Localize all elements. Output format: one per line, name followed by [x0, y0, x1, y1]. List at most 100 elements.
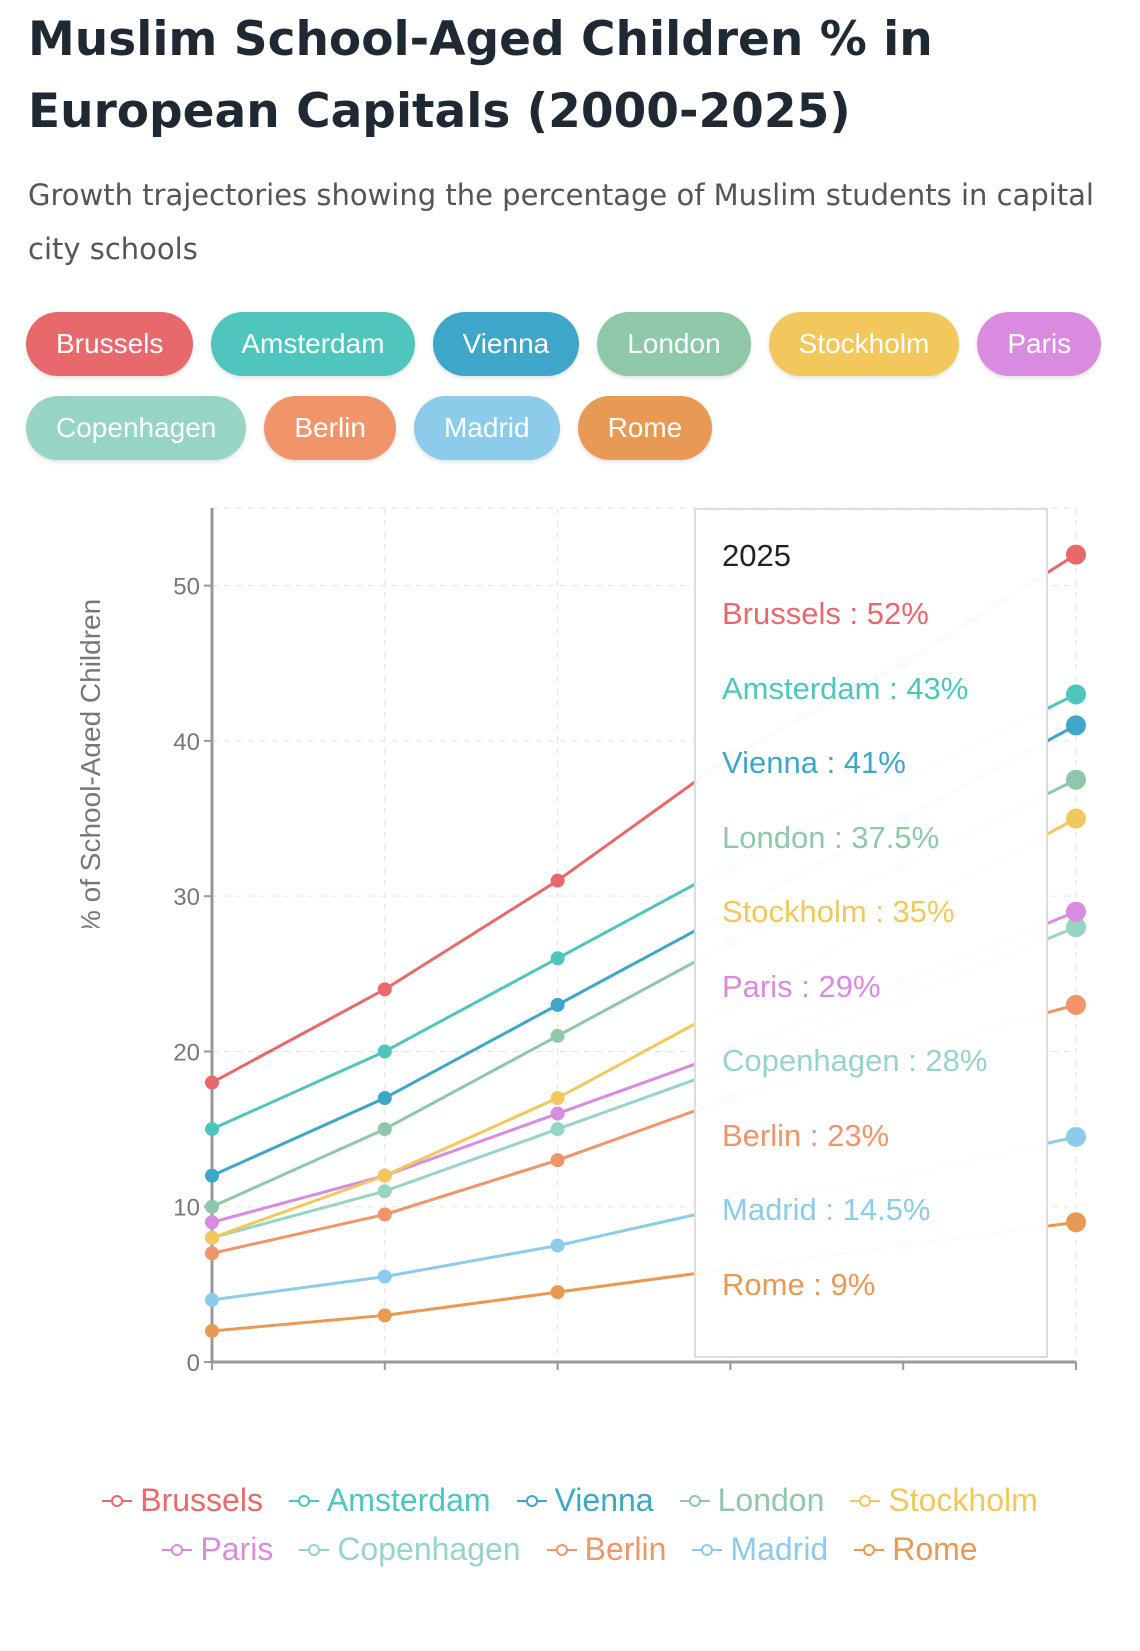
data-point-madrid[interactable]	[205, 1292, 219, 1307]
data-point-london[interactable]	[550, 1028, 565, 1043]
data-point-brussels[interactable]	[550, 873, 565, 888]
legend-label: Berlin	[584, 1531, 667, 1567]
legend-label: Madrid	[730, 1531, 829, 1567]
chip-brussels[interactable]: Brussels	[26, 312, 194, 376]
data-point-madrid[interactable]	[1066, 1126, 1086, 1147]
data-point-copenhagen[interactable]	[1066, 917, 1086, 938]
y-tick-label: 0	[187, 1350, 200, 1377]
legend-item-stockholm[interactable]: Stockholm	[850, 1482, 1038, 1519]
data-point-rome[interactable]	[377, 1308, 392, 1323]
data-point-paris[interactable]	[550, 1106, 565, 1121]
legend-line-icon	[850, 1494, 881, 1507]
legend-label: Amsterdam	[326, 1482, 491, 1518]
data-point-london[interactable]	[205, 1199, 219, 1214]
legend-line-icon	[162, 1543, 193, 1556]
legend-item-paris[interactable]: Paris	[162, 1531, 273, 1568]
y-tick-label: 20	[173, 1039, 200, 1066]
data-point-rome[interactable]	[1066, 1212, 1086, 1233]
data-point-vienna[interactable]	[550, 997, 565, 1012]
tooltip: 2025 Brussels : 52% Amsterdam : 43% Vienna…	[694, 508, 1048, 1358]
y-tick-label: 50	[173, 574, 200, 601]
tooltip-item: London : 37.5%	[722, 819, 940, 855]
tooltip-item: Amsterdam : 43%	[722, 670, 969, 706]
tooltip-item: Madrid : 14.5%	[722, 1192, 931, 1227]
x-tick-label: 2015	[704, 1377, 757, 1380]
legend-line-icon	[679, 1494, 710, 1507]
data-point-brussels[interactable]	[205, 1075, 219, 1090]
legend-label: Vienna	[554, 1482, 654, 1518]
data-point-london[interactable]	[377, 1122, 392, 1137]
legend-label: Copenhagen	[337, 1531, 521, 1567]
chip-rome[interactable]: Rome	[577, 396, 713, 460]
tooltip-item: Vienna : 41%	[722, 745, 906, 780]
legend-line-icon	[299, 1543, 330, 1556]
data-point-paris[interactable]	[1066, 901, 1086, 922]
legend-line-icon	[102, 1494, 133, 1507]
y-tick-label: 10	[173, 1195, 200, 1222]
data-point-amsterdam[interactable]	[377, 1044, 392, 1059]
data-point-berlin[interactable]	[550, 1153, 565, 1168]
data-point-madrid[interactable]	[377, 1269, 392, 1284]
data-point-copenhagen[interactable]	[377, 1184, 392, 1199]
chip-stockholm[interactable]: Stockholm	[768, 312, 960, 376]
chart-subtitle: Growth trajectories showing the percenta…	[28, 178, 1094, 266]
data-point-berlin[interactable]	[377, 1207, 392, 1222]
legend-label: Rome	[892, 1531, 978, 1567]
data-point-stockholm[interactable]	[1066, 808, 1086, 829]
data-point-berlin[interactable]	[1066, 994, 1086, 1015]
legend-item-madrid[interactable]: Madrid	[692, 1531, 828, 1568]
data-point-madrid[interactable]	[550, 1238, 565, 1253]
chart-title: Muslim School-Aged Children % in Europea…	[28, 12, 933, 139]
legend-line-icon	[546, 1543, 577, 1556]
data-point-london[interactable]	[1066, 769, 1086, 790]
tooltip-item: Brussels : 52%	[722, 596, 929, 631]
data-point-rome[interactable]	[205, 1323, 219, 1338]
legend-item-brussels[interactable]: Brussels	[102, 1482, 263, 1519]
data-point-vienna[interactable]	[1066, 715, 1086, 736]
chip-madrid[interactable]: Madrid	[413, 396, 560, 460]
data-point-copenhagen[interactable]	[550, 1122, 565, 1137]
chip-london[interactable]: London	[597, 312, 751, 376]
legend-line-icon	[288, 1494, 319, 1507]
tooltip-item: Paris : 29%	[722, 968, 881, 1004]
data-point-stockholm[interactable]	[377, 1168, 392, 1183]
chip-amsterdam[interactable]: Amsterdam	[211, 312, 415, 376]
tooltip-item: Berlin : 23%	[722, 1117, 890, 1153]
data-point-stockholm[interactable]	[205, 1230, 219, 1245]
tooltip-item: Copenhagen : 28%	[722, 1043, 988, 1078]
legend-item-copenhagen[interactable]: Copenhagen	[299, 1531, 521, 1568]
chip-copenhagen[interactable]: Copenhagen	[26, 396, 247, 460]
x-tick-label: 2010	[531, 1377, 584, 1380]
legend-line-icon	[692, 1543, 723, 1556]
data-point-amsterdam[interactable]	[1066, 684, 1086, 705]
data-point-vienna[interactable]	[377, 1091, 392, 1106]
data-point-berlin[interactable]	[205, 1246, 219, 1261]
x-tick-label: 2000	[185, 1377, 238, 1380]
tooltip-item: Rome : 9%	[722, 1266, 876, 1302]
data-point-vienna[interactable]	[205, 1168, 219, 1183]
legend-item-rome[interactable]: Rome	[854, 1531, 978, 1568]
legend-label: Paris	[200, 1531, 274, 1567]
x-tick-label: 2020	[877, 1377, 930, 1380]
data-point-amsterdam[interactable]	[205, 1122, 219, 1137]
chip-paris[interactable]: Paris	[977, 312, 1102, 376]
legend-label: London	[717, 1482, 825, 1518]
x-tick-label: 2025	[1049, 1377, 1102, 1380]
legend-label: Stockholm	[888, 1482, 1038, 1518]
chip-vienna[interactable]: Vienna	[432, 312, 580, 376]
y-axis-label: % of School-Aged Children	[75, 599, 106, 935]
data-point-brussels[interactable]	[377, 982, 392, 997]
data-point-paris[interactable]	[205, 1215, 219, 1230]
data-point-rome[interactable]	[550, 1285, 565, 1300]
chip-berlin[interactable]: Berlin	[264, 396, 396, 460]
legend: Brussels Amsterdam Vienna London Stockholm Pa…	[60, 1482, 1080, 1568]
legend-item-amsterdam[interactable]: Amsterdam	[288, 1482, 491, 1519]
y-tick-label: 30	[173, 884, 200, 911]
legend-item-vienna[interactable]: Vienna	[516, 1482, 654, 1519]
data-point-brussels[interactable]	[1066, 544, 1086, 565]
legend-item-london[interactable]: London	[679, 1482, 825, 1519]
legend-item-berlin[interactable]: Berlin	[546, 1531, 667, 1568]
data-point-stockholm[interactable]	[550, 1091, 565, 1106]
city-filter-chips: Brussels Amsterdam Vienna London Stockholm Pa…	[26, 312, 1106, 460]
data-point-amsterdam[interactable]	[550, 951, 565, 966]
